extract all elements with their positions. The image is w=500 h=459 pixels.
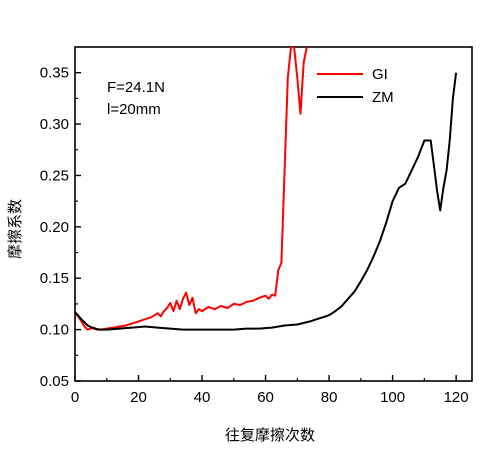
y-axis-label: 摩擦系数: [6, 199, 24, 259]
legend-label-gi: GI: [372, 66, 388, 83]
x-tick-label: 20: [130, 389, 147, 406]
plot-area-frame: [74, 46, 473, 382]
annotation-force: F=24.1N: [107, 79, 165, 96]
series-lines: [75, 47, 458, 331]
annotation-length: l=20mm: [107, 101, 161, 118]
y-tick-label: 0.35: [40, 65, 69, 82]
y-tick-label: 0.10: [40, 322, 69, 339]
x-tick-label: 80: [321, 389, 338, 406]
y-tick-label: 0.20: [40, 219, 69, 236]
x-tick-label: 100: [380, 389, 405, 406]
tick-labels: 0 20 40 60 80 100 120 0.05 0.10 0.15 0.20 0.25 0.30 0…: [40, 65, 469, 406]
legend: GI ZM: [317, 66, 394, 106]
axis-ticks: [74, 71, 457, 382]
y-tick-label: 0.30: [40, 116, 69, 133]
x-axis-label: 往复摩擦次数: [225, 426, 315, 444]
x-tick-label: 120: [444, 389, 469, 406]
y-tick-label: 0.15: [40, 270, 69, 287]
series-line-zm: [75, 72, 458, 331]
y-tick-label: 0.25: [40, 167, 69, 184]
x-tick-label: 60: [257, 389, 274, 406]
x-tick-label: 0: [71, 389, 79, 406]
y-tick-label: 0.05: [40, 373, 69, 390]
legend-label-zm: ZM: [372, 89, 394, 106]
x-tick-label: 40: [194, 389, 211, 406]
